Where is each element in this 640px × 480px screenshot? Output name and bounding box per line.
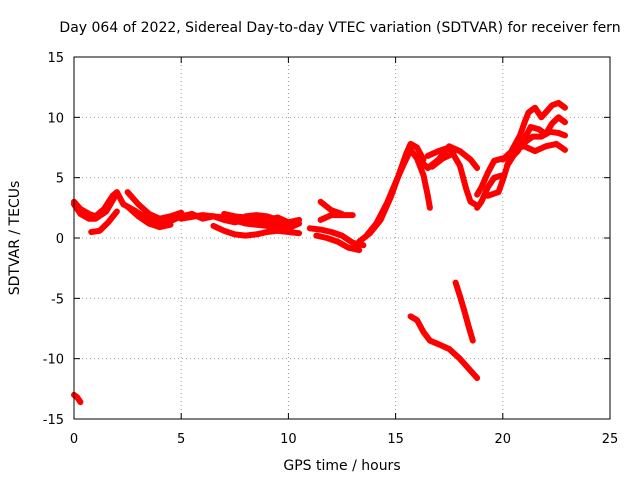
series-track-t xyxy=(474,172,506,211)
series-line xyxy=(306,225,367,249)
series-track-r xyxy=(429,150,457,170)
x-tick-label: 5 xyxy=(177,432,185,447)
series-track-l xyxy=(317,198,345,217)
x-tick-label: 25 xyxy=(602,432,619,447)
series-line xyxy=(424,144,478,208)
series-line xyxy=(71,189,303,227)
series-line xyxy=(474,155,506,198)
series-track-c xyxy=(88,208,120,235)
series-track-a xyxy=(71,189,303,227)
x-tick-label: 0 xyxy=(70,432,78,447)
y-tick-label: 0 xyxy=(56,232,64,247)
y-tick-label: -5 xyxy=(51,292,64,307)
series-track-m xyxy=(313,232,363,254)
series-line xyxy=(71,391,84,406)
series-line xyxy=(88,208,120,235)
series-line xyxy=(407,313,481,381)
series-line xyxy=(71,194,118,222)
series-track-u xyxy=(484,114,568,199)
series-track-z xyxy=(407,313,481,381)
series-track-e xyxy=(124,203,174,231)
y-tick-label: -10 xyxy=(43,353,64,368)
tick-layer: 0 5 10 15 20 25 -15 -10 -5 0 5 10 15 xyxy=(43,51,619,447)
series-line xyxy=(504,128,568,169)
y-tick-label: -15 xyxy=(43,413,64,428)
series-line xyxy=(124,189,185,222)
series-line xyxy=(210,222,303,239)
series-track-w xyxy=(508,99,568,155)
series-track-d xyxy=(124,189,185,222)
series-line xyxy=(124,203,174,231)
series-track-q xyxy=(424,144,478,208)
chart-title: Day 064 of 2022, Sidereal Day-to-day VTE… xyxy=(59,20,620,36)
x-tick-label: 10 xyxy=(280,432,297,447)
x-axis-label: GPS time / hours xyxy=(283,458,400,474)
series-track-b xyxy=(71,194,118,222)
series-track-i xyxy=(242,212,281,223)
series-line xyxy=(484,114,568,199)
x-tick-label: 15 xyxy=(387,432,404,447)
data-layer xyxy=(71,99,568,406)
series-track-j xyxy=(306,225,367,249)
series-line xyxy=(317,198,345,217)
series-track-o xyxy=(362,146,433,240)
series-track-h xyxy=(221,210,292,229)
series-track-y xyxy=(71,391,84,406)
series-line xyxy=(362,146,433,240)
series-track-aa xyxy=(452,279,476,344)
series-line xyxy=(429,150,457,170)
series-track-g xyxy=(210,222,303,239)
series-line xyxy=(242,212,281,223)
y-tick-label: 15 xyxy=(47,51,64,66)
x-tick-label: 20 xyxy=(495,432,512,447)
y-axis-label: SDTVAR / TECUs xyxy=(7,181,23,296)
series-line xyxy=(221,210,292,229)
y-tick-label: 5 xyxy=(56,172,64,187)
series-track-x xyxy=(504,128,568,169)
series-line xyxy=(508,99,568,155)
series-line xyxy=(313,232,363,254)
series-line xyxy=(474,172,506,211)
y-tick-label: 10 xyxy=(47,111,64,126)
series-track-s xyxy=(474,155,506,198)
series-line xyxy=(452,279,476,344)
